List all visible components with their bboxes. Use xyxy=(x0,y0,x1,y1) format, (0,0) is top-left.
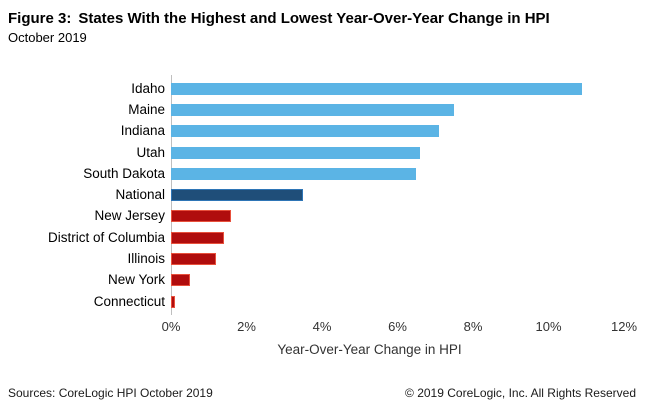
bar-district-of-columbia xyxy=(171,231,224,244)
footer-copyright: © 2019 CoreLogic, Inc. All Rights Reserv… xyxy=(405,386,636,400)
x-axis-label: Year-Over-Year Change in HPI xyxy=(277,342,462,358)
bar-track xyxy=(171,227,624,248)
footer-sources: Sources: CoreLogic HPI October 2019 xyxy=(8,386,213,400)
bar-track xyxy=(171,99,624,120)
bar-track xyxy=(171,121,624,142)
bar-row: New Jersey xyxy=(8,206,636,227)
bar-row: Idaho xyxy=(8,78,636,99)
bar-utah xyxy=(171,146,421,159)
bar-track xyxy=(171,142,624,163)
bar-track xyxy=(171,291,624,312)
bar-maine xyxy=(171,103,455,116)
chart-subtitle: October 2019 xyxy=(8,30,87,45)
category-label: District of Columbia xyxy=(47,229,165,245)
bar-track xyxy=(171,184,624,205)
category-label: Utah xyxy=(136,144,165,160)
bar-row: New York xyxy=(8,270,636,291)
category-label: Illinois xyxy=(127,251,165,267)
x-tick: 10% xyxy=(535,319,562,335)
bar-track xyxy=(171,248,624,269)
x-tick: 6% xyxy=(388,319,407,335)
category-label: South Dakota xyxy=(83,165,165,181)
bar-row: Illinois xyxy=(8,248,636,269)
bar-track xyxy=(171,78,624,99)
chart-title-prefix: Figure 3: xyxy=(8,10,72,27)
category-label: Maine xyxy=(128,101,165,117)
category-label: New Jersey xyxy=(94,208,165,224)
chart-title-text: States With the Highest and Lowest Year-… xyxy=(78,10,550,27)
plot-area: Idaho Maine Indiana Utah South Dakota Nationa… xyxy=(8,75,637,358)
bar-row: Utah xyxy=(8,142,636,163)
bar-row: National xyxy=(8,184,636,205)
category-label: National xyxy=(115,187,165,203)
footer: Sources: CoreLogic HPI October 2019 © 20… xyxy=(8,386,636,400)
bar-track xyxy=(171,206,624,227)
chart-title: Figure 3: States With the Highest and Low… xyxy=(8,9,636,28)
category-label: Connecticut xyxy=(93,293,165,309)
x-axis-ticks: 0% 2% 4% 6% 8% 10% 12% xyxy=(162,319,637,335)
category-label: Idaho xyxy=(131,80,165,96)
bar-national xyxy=(171,189,304,202)
bar-connecticut xyxy=(171,295,175,308)
bar-idaho xyxy=(171,82,583,95)
bar-row: South Dakota xyxy=(8,163,636,184)
bar-new-york xyxy=(171,274,190,287)
bar-row: Indiana xyxy=(8,121,636,142)
x-tick: 2% xyxy=(237,319,256,335)
x-tick: 4% xyxy=(312,319,332,335)
bar-illinois xyxy=(171,253,217,266)
bar-new-jersey xyxy=(171,210,232,223)
bar-rows: Idaho Maine Indiana Utah South Dakota Nationa… xyxy=(8,78,636,312)
bar-row: Connecticut xyxy=(8,291,636,312)
category-label: Indiana xyxy=(120,123,165,139)
bar-track xyxy=(171,270,624,291)
bar-track xyxy=(171,163,624,184)
bar-row: District of Columbia xyxy=(8,227,636,248)
x-tick: 0% xyxy=(161,319,181,335)
bar-indiana xyxy=(171,125,440,138)
bar-row: Maine xyxy=(8,99,636,120)
x-tick: 8% xyxy=(463,319,483,335)
category-label: New York xyxy=(107,272,165,288)
x-tick: 12% xyxy=(610,319,638,335)
bar-south-dakota xyxy=(171,167,417,180)
